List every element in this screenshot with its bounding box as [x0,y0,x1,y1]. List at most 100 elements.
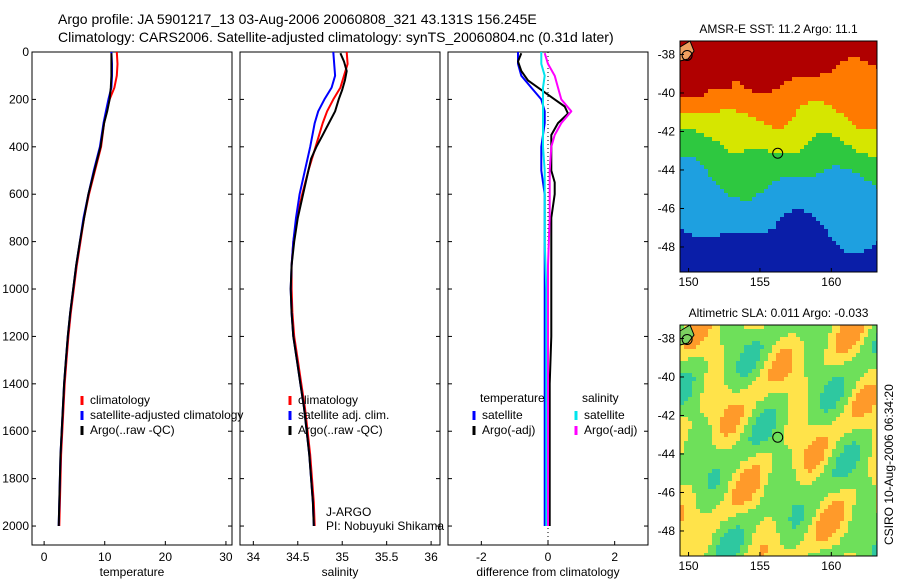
sst-map-cell [728,77,732,81]
sla-map-cell [768,389,772,393]
sst-map-cell [808,209,812,213]
sst-map-cell [764,93,768,97]
sst-map-cell [768,265,772,269]
sst-map-cell [716,193,720,197]
sla-map-cell [692,469,696,473]
sla-map-cell [804,421,808,425]
sst-map-cell [768,121,772,125]
sst-map-cell [768,81,772,85]
sst-map-cell [756,165,760,169]
sst-map-cell [864,149,868,153]
sst-map-cell [784,41,788,45]
sst-map-cell [812,245,816,249]
sst-map-cell [792,93,796,97]
sst-map-cell [804,49,808,53]
sla-map-cell [816,397,820,401]
sst-map-cell [736,189,740,193]
sst-map-cell [816,245,820,249]
sla-map-cell [804,425,808,429]
sla-map-cell [704,393,708,397]
sst-map-cell [728,133,732,137]
sst-map-cell [800,253,804,257]
sla-map-cell [688,453,692,457]
sla-map-cell [688,405,692,409]
sla-map-cell [716,405,720,409]
sst-map-cell [764,117,768,121]
sst-map-cell [736,113,740,117]
sst-map-cell [864,133,868,137]
sst-map-cell [816,93,820,97]
sla-map-cell [780,345,784,349]
sla-map-cell [756,441,760,445]
sst-map-cell [808,153,812,157]
sla-map-cell [684,401,688,405]
sst-map-cell [776,125,780,129]
sst-map-cell [788,49,792,53]
sla-map-cell [820,377,824,381]
temperature-panel-xtick-label: 20 [159,550,173,564]
sst-map-cell [852,133,856,137]
sst-map-cell [688,81,692,85]
sla-map-cell [780,341,784,345]
sst-map-cell [848,213,852,217]
sst-map-cell [800,189,804,193]
sst-map-cell [820,261,824,265]
sst-map-cell [828,137,832,141]
sst-map-cell [772,261,776,265]
sla-map-cell [848,353,852,357]
sla-map-cell [784,325,788,329]
sla-map-cell [856,361,860,365]
difference-panel-legend-title-1: salinity [582,391,619,405]
sla-map-cell [760,465,764,469]
sla-map-cell [856,453,860,457]
sla-map-cell [860,389,864,393]
sla-map-cell [684,377,688,381]
sst-map-cell [760,217,764,221]
sla-map-cell [852,465,856,469]
sla-map-cell [756,461,760,465]
sst-map-cell [732,145,736,149]
sla-map-cell [716,377,720,381]
sst-map-cell [764,193,768,197]
sst-map-cell [696,261,700,265]
sst-map-cell [832,225,836,229]
sst-map-cell [844,161,848,165]
sst-map-cell [832,205,836,209]
sst-map-cell [720,81,724,85]
sst-map-cell [800,105,804,109]
sst-map-cell [712,81,716,85]
sst-map-cell [844,69,848,73]
sst-map-cell [804,229,808,233]
sst-map-cell [740,129,744,133]
sst-map-cell [696,61,700,65]
sst-map-cell [800,249,804,253]
sst-map-cell [684,85,688,89]
sst-map-cell [816,249,820,253]
sst-map-cell [828,189,832,193]
sla-map-cell [700,457,704,461]
sla-map-cell [824,361,828,365]
sst-map-cell [700,221,704,225]
sst-map-cell [808,149,812,153]
sst-map-cell [728,253,732,257]
sla-map-cell [720,429,724,433]
sla-map-cell [776,429,780,433]
sst-map-cell [708,77,712,81]
sla-map-cell [692,421,696,425]
sst-map-cell [780,101,784,105]
sst-map-cell [832,105,836,109]
sla-map-cell [744,429,748,433]
sla-map-cell [768,477,772,481]
sst-map-cell [788,185,792,189]
sla-map-cell [788,353,792,357]
sla-map-cell [844,389,848,393]
sla-map-cell [856,445,860,449]
sst-map-cell [688,269,692,272]
sst-map-cell [768,145,772,149]
sla-map-cell [744,409,748,413]
sst-map-cell [868,221,872,225]
sla-map-cell [788,381,792,385]
sla-map-cell [808,421,812,425]
sla-map-cell [864,429,868,433]
sst-map-cell [812,181,816,185]
